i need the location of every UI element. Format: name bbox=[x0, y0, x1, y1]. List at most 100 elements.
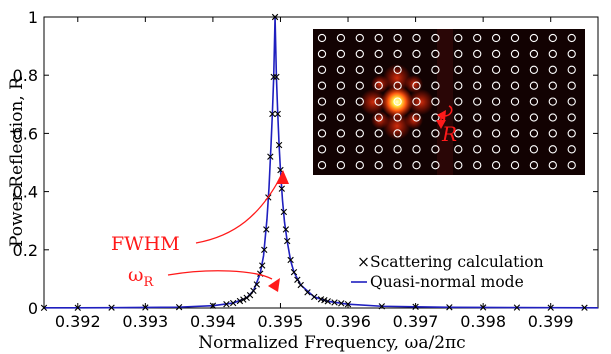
inset-rod bbox=[567, 145, 576, 154]
inset-lobe bbox=[360, 89, 386, 115]
x-tick-label: 0.392 bbox=[55, 312, 101, 331]
inset-rod bbox=[355, 145, 364, 154]
scatter-point bbox=[269, 110, 276, 118]
inset-rod bbox=[548, 97, 557, 106]
inset-rod bbox=[412, 65, 421, 74]
inset-rod bbox=[393, 81, 402, 90]
inset-lobe bbox=[371, 75, 389, 93]
omega-r-label: ωR bbox=[128, 264, 155, 290]
inset-rod bbox=[393, 129, 402, 138]
inset-field-image: R bbox=[313, 29, 585, 186]
scatter-point bbox=[273, 73, 280, 81]
x-tick-label: 0.398 bbox=[460, 312, 506, 331]
scatter-point bbox=[253, 281, 261, 288]
inset-rod bbox=[567, 33, 576, 43]
inset-rod bbox=[510, 81, 520, 90]
inset-rod bbox=[355, 33, 364, 43]
scatter-point bbox=[479, 304, 487, 311]
omega-r-arrow-curve bbox=[167, 270, 273, 280]
inset-rod bbox=[491, 145, 501, 154]
scatter-point bbox=[223, 301, 230, 308]
inset-rod bbox=[473, 129, 482, 138]
inset-rod bbox=[317, 129, 327, 138]
inset-rod bbox=[473, 145, 482, 154]
inset-rod bbox=[355, 129, 364, 138]
scatter-point bbox=[246, 292, 254, 299]
inset-rod bbox=[336, 33, 346, 43]
scatter-point bbox=[175, 303, 183, 311]
scatter-point bbox=[270, 73, 277, 81]
x-tick-label: 0.393 bbox=[122, 312, 168, 331]
inset-rod bbox=[529, 65, 539, 74]
inset-rod bbox=[454, 129, 463, 138]
inset-rod bbox=[548, 81, 557, 90]
inset-rod bbox=[567, 176, 576, 186]
y-tick-label: 0.4 bbox=[13, 183, 38, 202]
legend: × Scattering calculation Quasi-normal mo… bbox=[351, 253, 544, 291]
inset-rod bbox=[355, 65, 364, 74]
inset-rod bbox=[393, 49, 402, 59]
inset-rod bbox=[454, 81, 463, 90]
inset-rod bbox=[336, 81, 346, 90]
inset-rod bbox=[317, 161, 327, 170]
inset-rod bbox=[317, 65, 327, 74]
y-tick-label: 0.2 bbox=[13, 241, 38, 260]
inset-rod bbox=[510, 129, 520, 138]
inset-rod bbox=[317, 145, 327, 154]
inset-rod bbox=[336, 97, 346, 106]
x-tick-label: 0.396 bbox=[325, 312, 371, 331]
scatter-point bbox=[240, 296, 247, 303]
inset-rod bbox=[473, 113, 482, 122]
scatter-point bbox=[229, 299, 237, 307]
inset-rod bbox=[336, 65, 346, 74]
inset-rod bbox=[336, 176, 346, 186]
scatter-point bbox=[287, 256, 294, 264]
inset-rod bbox=[567, 113, 576, 122]
inset-rod bbox=[454, 176, 463, 186]
plot-area bbox=[43, 16, 599, 309]
inset-rod bbox=[374, 97, 383, 106]
inset-rod bbox=[473, 176, 482, 186]
inset-rod bbox=[510, 176, 520, 186]
inset-rod bbox=[431, 129, 440, 138]
inset-rod bbox=[529, 145, 539, 154]
omega-r-subscript: R bbox=[144, 275, 155, 290]
inset-rod bbox=[355, 81, 364, 90]
scatter-point bbox=[250, 287, 257, 295]
inset-rod bbox=[529, 81, 539, 90]
legend-scatter-label: Scattering calculation bbox=[370, 253, 544, 271]
inset-rod bbox=[374, 145, 383, 154]
scatter-point bbox=[142, 304, 149, 311]
inset-rod bbox=[393, 65, 402, 74]
scatter-point bbox=[547, 304, 554, 311]
inset-rod bbox=[473, 33, 482, 43]
fwhm-annotation: FWHM bbox=[111, 170, 289, 255]
scatter-point bbox=[513, 304, 521, 311]
scatter-point bbox=[290, 269, 298, 276]
inset-rod bbox=[548, 33, 557, 43]
inset-rod bbox=[412, 176, 421, 186]
y-tick-labels: 0 0.2 0.4 0.6 0.8 1 bbox=[13, 8, 38, 318]
inset-rod bbox=[431, 33, 440, 43]
inset-rod bbox=[374, 129, 383, 138]
inset-rod bbox=[336, 129, 346, 138]
inset-rod bbox=[454, 49, 463, 59]
scatter-point bbox=[297, 281, 304, 289]
scatter-point bbox=[40, 304, 48, 312]
inset-rod bbox=[374, 113, 383, 122]
x-axis-label: Normalized Frequency, ωa/2πc bbox=[198, 333, 465, 353]
scatter-point bbox=[275, 141, 283, 149]
inset-rod bbox=[317, 33, 327, 43]
x-tick-labels: 0.392 0.393 0.394 0.395 0.396 0.397 0.398 0.399 bbox=[55, 312, 574, 331]
scatter-point bbox=[446, 304, 453, 311]
inset-rod bbox=[491, 113, 501, 122]
inset-rod bbox=[510, 161, 520, 170]
inset-rod bbox=[355, 113, 364, 122]
scattering-markers bbox=[40, 13, 588, 312]
inset-rod bbox=[412, 129, 421, 138]
x-tick-label: 0.395 bbox=[258, 312, 304, 331]
y-tick-label: 1 bbox=[28, 8, 38, 27]
inset-field-hotspot bbox=[381, 86, 413, 118]
scatter-point bbox=[259, 262, 266, 269]
